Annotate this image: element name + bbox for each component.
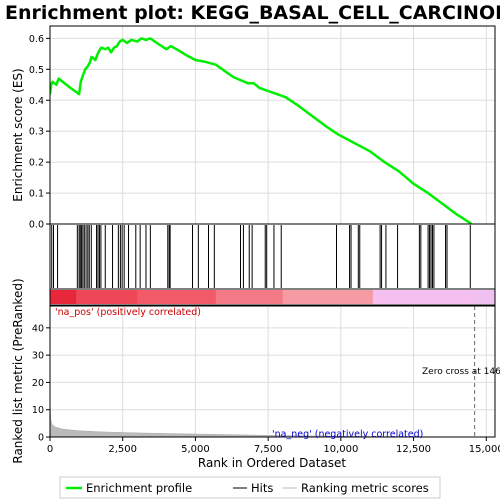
colorbar-segment (474, 290, 496, 304)
positive-correlation-label: 'na_pos' (positively correlated) (55, 307, 201, 318)
es-y-tick-label: 0.0 (29, 220, 44, 231)
x-tick-label: 10,000 (323, 444, 358, 455)
es-line-group (50, 37, 473, 224)
rank-y-tick-label: 30 (32, 351, 44, 362)
rank-y-tick-label: 0 (38, 433, 44, 444)
colorbar-segment (137, 290, 217, 304)
rank-y-tick-label: 20 (32, 378, 44, 389)
colorbar-frame (49, 288, 496, 306)
rank-y-tick-label: 10 (32, 405, 44, 416)
x-tick-label: 0 (47, 444, 53, 455)
x-tick-label: 12,500 (396, 444, 431, 455)
es-axis-label: Enrichment score (ES) (11, 68, 25, 201)
legend-label: Ranking metric scores (301, 481, 429, 495)
hits-panel (49, 223, 496, 290)
legend-label: Hits (251, 481, 273, 495)
rank-y-tick-label: 40 (32, 323, 44, 334)
legend: Enrichment profile Hits Ranking metric sco… (59, 476, 441, 499)
colorbar-segment (282, 290, 374, 304)
colorbar-segment (50, 290, 77, 304)
legend-box (59, 476, 441, 499)
x-tick-label: 7,500 (254, 444, 283, 455)
colorbar-panel (49, 288, 496, 306)
rank-frame (49, 305, 496, 438)
x-axis: 0 2,500 5,000 7,500 10,000 12,500 15,000 (47, 437, 500, 455)
colorbar-segment (76, 290, 138, 304)
x-tick-label: 15,000 (469, 444, 500, 455)
chart-title: Enrichment plot: KEGG_BASAL_CELL_CARCINO… (5, 2, 500, 24)
enrichment-profile-line (50, 37, 473, 224)
rank-panel: 0 10 20 30 40 (32, 305, 496, 444)
x-axis-label: Rank in Ordered Dataset (198, 456, 346, 470)
rank-axis-label: Ranked list metric (PreRanked) (11, 278, 25, 463)
x-tick-label: 5,000 (181, 444, 210, 455)
zero-cross-label: Zero cross at 14600 (422, 367, 500, 377)
es-plot-area (50, 26, 495, 224)
legend-label: Enrichment profile (86, 481, 192, 495)
negative-correlation-label: 'na_neg' (negatively correlated) (272, 429, 423, 440)
es-y-tick-label: 0.5 (29, 65, 44, 76)
es-y-tick-label: 0.4 (29, 96, 44, 107)
es-y-tick-label: 0.2 (29, 158, 44, 169)
es-y-tick-label: 0.6 (29, 34, 44, 45)
x-tick-label: 2,500 (108, 444, 137, 455)
es-panel: 0.0 0.1 0.2 0.3 0.4 0.5 0.6 (29, 25, 496, 231)
colorbar-segment (372, 290, 476, 304)
colorbar-segment (215, 290, 284, 304)
es-y-tick-label: 0.1 (29, 189, 44, 200)
es-y-tick-label: 0.3 (29, 127, 44, 138)
